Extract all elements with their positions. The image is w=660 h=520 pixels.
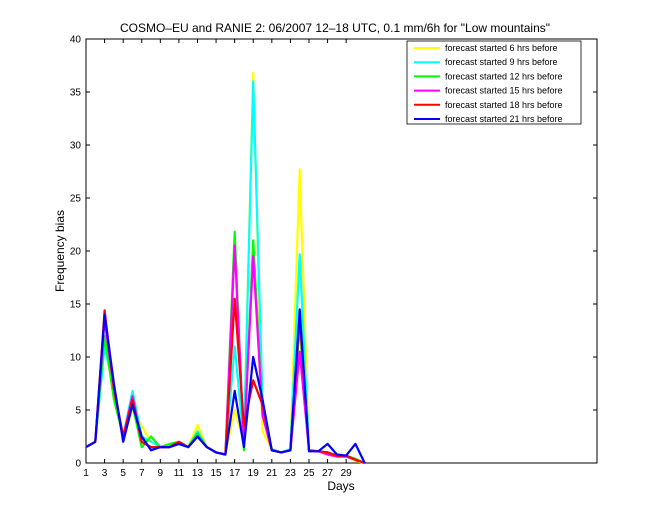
y-tick-label: 30 [70, 141, 82, 152]
legend: forecast started 6 hrs before forecast st… [406, 40, 582, 125]
x-tick-label: 5 [120, 468, 126, 479]
y-tick-label: 25 [70, 194, 82, 205]
x-tick-label: 25 [303, 468, 315, 479]
y-tick-label: 10 [70, 353, 82, 364]
x-tick-label: 13 [192, 468, 204, 479]
y-tick-label: 40 [70, 35, 82, 46]
x-tick-label: 27 [322, 468, 334, 479]
y-axis-label: Frequency bias [53, 210, 67, 292]
series-line-5 [85, 308, 366, 464]
x-tick-label: 9 [158, 468, 164, 479]
legend-label-3: forecast started 15 hrs before [445, 86, 563, 96]
y-axis: 0 5 10 15 20 25 30 35 40 [70, 35, 597, 470]
y-tick-label: 15 [70, 300, 82, 311]
legend-label-1: forecast started 9 hrs before [445, 57, 558, 67]
x-tick-label: 29 [341, 468, 353, 479]
legend-label-5: forecast started 21 hrs before [445, 114, 563, 124]
x-tick-label: 3 [102, 468, 108, 479]
y-tick-label: 5 [75, 406, 81, 417]
legend-label-4: forecast started 18 hrs before [445, 100, 563, 110]
x-tick-label: 23 [285, 468, 297, 479]
x-tick-label: 17 [229, 468, 241, 479]
x-tick-label: 21 [266, 468, 278, 479]
x-tick-label: 19 [248, 468, 260, 479]
x-tick-label: 7 [139, 468, 145, 479]
series-lines [85, 71, 366, 465]
chart-title: COSMO–EU and RANIE 2: 06/2007 12–18 UTC,… [120, 21, 550, 35]
legend-box [406, 40, 582, 125]
legend-label-0: forecast started 6 hrs before [445, 43, 558, 53]
x-tick-label: 11 [174, 468, 185, 479]
x-axis: 1 3 5 7 9 11 13 15 17 19 21 23 25 27 29 [83, 39, 352, 479]
y-tick-label: 0 [75, 459, 81, 470]
legend-label-2: forecast started 12 hrs before [445, 71, 563, 81]
x-axis-label: Days [327, 479, 354, 493]
x-tick-label: 15 [211, 468, 223, 479]
y-tick-label: 35 [70, 88, 82, 99]
x-tick-label: 1 [83, 468, 89, 479]
y-tick-label: 20 [70, 247, 82, 258]
